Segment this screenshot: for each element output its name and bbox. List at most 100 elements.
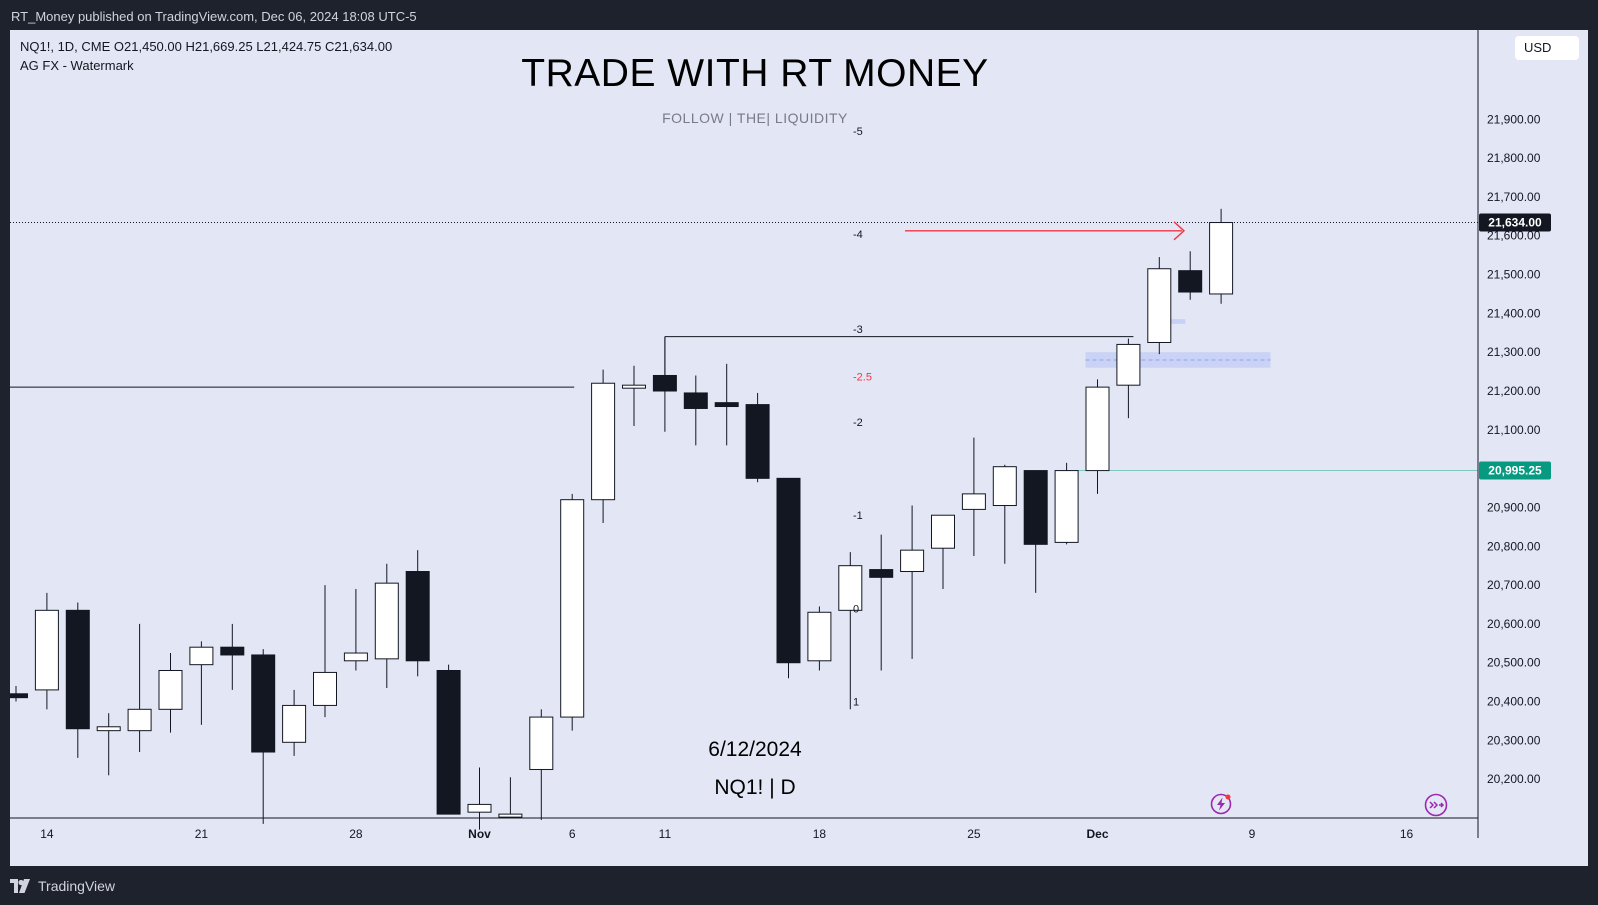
- chart-pane[interactable]: -5 -4 -3 -2.5 -2 -1 0 1 20,200.00 20,300.00 20,40…: [10, 30, 1588, 866]
- tradingview-brand: TradingView: [38, 878, 116, 894]
- time-tick-label: 14: [40, 827, 54, 841]
- price-tick-label: 20,500.00: [1487, 656, 1541, 670]
- candle: [189, 641, 214, 725]
- last-price-tag-text: 21,634.00: [1488, 216, 1542, 230]
- price-tick-label: 20,700.00: [1487, 578, 1541, 592]
- price-tick-label: 21,300.00: [1487, 345, 1541, 359]
- level-price-tag-text: 20,995.25: [1488, 463, 1542, 477]
- candle-body: [282, 704, 307, 743]
- fib-level-label: -2: [853, 417, 863, 429]
- level-price-tag-box: [1479, 461, 1551, 480]
- candle: [869, 534, 894, 671]
- candle: [1054, 462, 1079, 545]
- price-tick-label: 21,400.00: [1487, 306, 1541, 320]
- candle: [591, 369, 616, 523]
- candle-body: [10, 693, 28, 699]
- candle: [961, 437, 986, 556]
- symbol-legend[interactable]: NQ1!, 1D, CME O21,450.00 H21,669.25 L21,…: [20, 39, 393, 54]
- fib-level-label: -5: [853, 126, 863, 138]
- candle-body: [776, 477, 801, 664]
- time-tick-label: 25: [967, 827, 981, 841]
- candle-body: [189, 646, 214, 666]
- candle-body: [436, 669, 461, 815]
- candle: [405, 550, 430, 677]
- currency-selector[interactable]: USD: [1515, 36, 1579, 60]
- candle: [1023, 470, 1048, 593]
- candle-body: [1116, 343, 1141, 386]
- candle-body: [961, 493, 986, 510]
- candle-body: [900, 549, 925, 573]
- candle: [807, 606, 832, 671]
- chart-canvas[interactable]: -5 -4 -3 -2.5 -2 -1 0 1 20,200.00 20,300.00 20,40…: [10, 30, 1588, 866]
- price-tick-label: 21,500.00: [1487, 268, 1541, 282]
- lightning-icon[interactable]: [1210, 793, 1232, 815]
- candle-body: [313, 671, 337, 706]
- candle-body: [992, 466, 1017, 507]
- candle: [158, 653, 183, 733]
- candle-body: [374, 582, 399, 660]
- price-tick-label: 21,100.00: [1487, 423, 1541, 437]
- scroll-to-realtime-icon[interactable]: [1424, 793, 1448, 817]
- candle: [467, 767, 492, 830]
- time-tick-label: 6: [569, 827, 576, 841]
- candle-body: [343, 652, 368, 662]
- fair-value-gap-small: [1169, 319, 1186, 324]
- candle: [127, 623, 152, 753]
- candle: [220, 623, 245, 690]
- candle-body: [622, 384, 646, 389]
- candle-body: [127, 708, 152, 732]
- candle-body: [1178, 270, 1203, 293]
- fib-level-label: -3: [853, 324, 863, 336]
- tradingview-logo[interactable]: TradingView: [10, 878, 115, 894]
- candle-body: [1054, 470, 1079, 543]
- candle: [1147, 257, 1172, 355]
- candle: [96, 713, 121, 776]
- time-tick-label: 9: [1249, 827, 1256, 841]
- candle: [992, 464, 1017, 564]
- candle: [1116, 338, 1141, 419]
- target-arrow-head: [1173, 221, 1186, 241]
- candle-body: [652, 374, 677, 392]
- candle: [529, 709, 554, 820]
- candle-body: [251, 654, 276, 753]
- price-tick-label: 20,600.00: [1487, 617, 1541, 631]
- last-price-tag-box: [1479, 213, 1551, 232]
- price-tick-label: 20,800.00: [1487, 539, 1541, 553]
- candle: [498, 777, 523, 818]
- candle-body: [405, 571, 430, 662]
- time-tick-label: 28: [349, 827, 363, 841]
- tradingview-logo-icon: [10, 879, 30, 893]
- candle: [1178, 251, 1203, 300]
- time-tick-label: 16: [1400, 827, 1414, 841]
- candle-body: [498, 813, 523, 818]
- candle: [10, 686, 28, 702]
- price-tick-label: 20,300.00: [1487, 733, 1541, 747]
- price-tick-label: 20,900.00: [1487, 500, 1541, 514]
- candle: [776, 477, 801, 679]
- candle-body: [591, 382, 616, 501]
- bottom-bar: TradingView: [0, 866, 1598, 905]
- candle-body: [34, 609, 59, 691]
- candle-body: [1085, 386, 1110, 472]
- candle: [251, 649, 276, 824]
- last-price-tag: 21,634.00: [1479, 213, 1551, 232]
- time-tick-label: Nov: [468, 827, 491, 841]
- candle-body: [158, 669, 183, 710]
- price-tick-label: 21,600.00: [1487, 229, 1541, 243]
- candle: [560, 493, 585, 731]
- candle-body: [560, 499, 585, 718]
- candle-body: [714, 402, 739, 408]
- time-tick-label: 18: [813, 827, 827, 841]
- candle-body: [683, 392, 708, 409]
- price-tick-label: 21,200.00: [1487, 384, 1541, 398]
- price-tick-label: 21,800.00: [1487, 151, 1541, 165]
- indicator-legend[interactable]: AG FX - Watermark: [20, 58, 134, 73]
- candle: [313, 585, 337, 718]
- candle-body: [467, 803, 492, 813]
- time-tick-label: 11: [659, 827, 672, 841]
- candle: [1209, 208, 1234, 304]
- candle: [622, 365, 646, 426]
- candle: [282, 689, 307, 756]
- watermark-symbol: NQ1! | D: [714, 776, 796, 799]
- watermark-subtitle: FOLLOW | THE| LIQUIDITY: [662, 110, 848, 126]
